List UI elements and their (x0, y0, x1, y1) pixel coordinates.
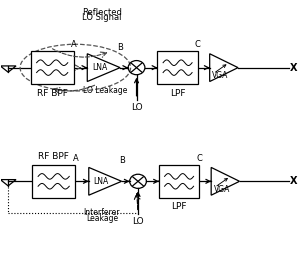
Text: C: C (195, 40, 201, 49)
Text: Reflected: Reflected (82, 8, 122, 17)
Bar (32, 165, 75, 198)
Text: LO: LO (131, 103, 142, 112)
Text: B: B (117, 43, 123, 52)
Bar (158, 51, 198, 84)
Text: C: C (196, 154, 202, 163)
Text: LO Leakage: LO Leakage (83, 86, 128, 94)
Bar (31, 51, 74, 84)
Text: LNA: LNA (94, 177, 109, 186)
Bar (159, 165, 199, 198)
Text: X: X (290, 176, 297, 186)
Text: LPF: LPF (171, 202, 187, 211)
Text: A: A (71, 40, 77, 49)
Text: RF BPF: RF BPF (38, 152, 69, 161)
Text: VGA: VGA (212, 71, 229, 81)
Text: LPF: LPF (170, 89, 185, 98)
Text: Interferer: Interferer (84, 208, 120, 217)
Text: A: A (73, 154, 78, 163)
Text: LNA: LNA (92, 63, 107, 72)
Text: X: X (290, 63, 297, 73)
Text: Leakage: Leakage (86, 214, 118, 223)
Text: LO: LO (132, 217, 144, 226)
Text: B: B (119, 156, 124, 165)
Text: RF BPF: RF BPF (37, 89, 68, 98)
Text: VGA: VGA (214, 185, 230, 194)
Text: LO Signal: LO Signal (82, 13, 122, 22)
